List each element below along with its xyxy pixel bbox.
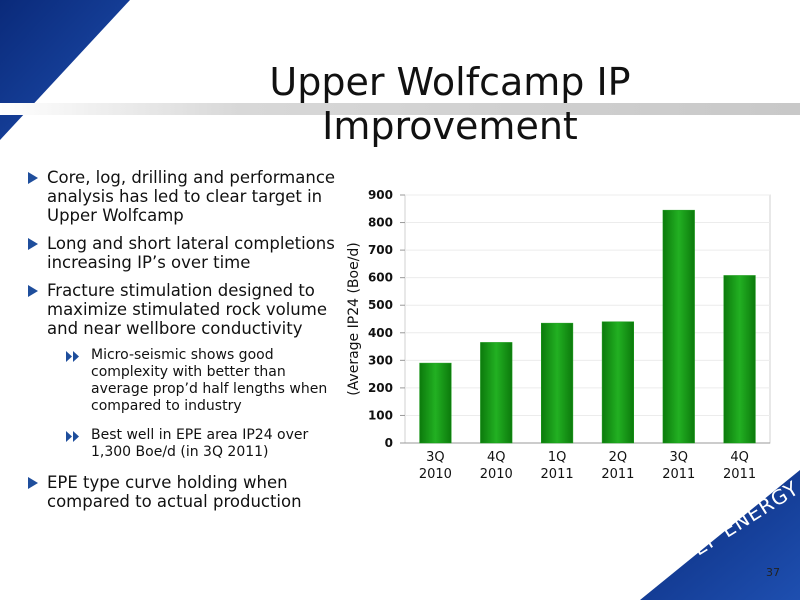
bar <box>723 275 756 444</box>
y-tick-label: 900 <box>368 188 393 202</box>
bullet-marker <box>28 477 38 489</box>
y-tick-label: 400 <box>368 326 393 340</box>
bullet-marker <box>28 285 38 297</box>
bullet-arrow <box>28 477 38 489</box>
page-number: 37 <box>766 566 780 579</box>
bar <box>601 321 634 444</box>
bullet-marker <box>28 238 38 250</box>
corner-decoration <box>0 0 130 140</box>
bar <box>419 362 452 444</box>
y-tick-label: 100 <box>368 408 393 422</box>
bullet-text: Core, log, drilling and performance anal… <box>47 168 336 225</box>
bar <box>662 209 695 444</box>
bullet-arrow <box>66 351 72 362</box>
y-tick-label: 0 <box>385 436 393 450</box>
bar <box>541 322 574 444</box>
x-tick-label: 1Q 2011 <box>540 450 574 482</box>
y-tick-label: 500 <box>368 298 393 312</box>
bullet-arrow <box>73 431 79 442</box>
x-tick-label: 3Q 2011 <box>662 450 696 482</box>
bullet-text: EPE type curve holding when compared to … <box>47 473 302 511</box>
plot-area <box>404 194 771 444</box>
bullet-arrow <box>66 431 72 442</box>
bullet-marker <box>66 351 79 362</box>
bullet-text: Best well in EPE area IP24 over 1,300 Bo… <box>91 427 309 460</box>
bullet-text: Micro-seismic shows good complexity with… <box>91 347 328 414</box>
x-tick-label: 2Q 2011 <box>601 450 635 482</box>
y-tick-label: 700 <box>368 243 393 257</box>
bullet-item: Best well in EPE area IP24 over 1,300 Bo… <box>26 427 338 461</box>
bullet-item: Core, log, drilling and performance anal… <box>26 168 338 225</box>
bullet-item: EPE type curve holding when compared to … <box>26 473 338 511</box>
title-rule <box>0 103 800 115</box>
y-axis-label: (Average IP24 (Boe/d) <box>346 242 362 396</box>
bullet-text: Fracture stimulation designed to maximiz… <box>47 281 327 338</box>
bullet-text: Long and short lateral completions incre… <box>47 234 335 272</box>
y-tick-label: 200 <box>368 381 393 395</box>
bullet-item: Long and short lateral completions incre… <box>26 234 338 272</box>
bullet-marker <box>28 172 38 184</box>
bullet-item: Micro-seismic shows good complexity with… <box>26 347 338 415</box>
y-tick-label: 600 <box>368 271 393 285</box>
x-tick-label: 3Q 2010 <box>418 450 452 482</box>
bullet-marker <box>66 431 79 442</box>
bar <box>480 342 513 444</box>
corner-decoration <box>640 470 800 600</box>
bullet-arrow <box>73 351 79 362</box>
x-tick-label: 4Q 2011 <box>723 450 757 482</box>
y-tick-label: 300 <box>368 353 393 367</box>
bullet-item: Fracture stimulation designed to maximiz… <box>26 281 338 338</box>
bullet-arrow <box>28 238 38 250</box>
slide-title: Upper Wolfcamp IP Improvement <box>269 60 631 148</box>
bullet-list: Core, log, drilling and performance anal… <box>26 168 338 520</box>
x-tick-label: 4Q 2010 <box>479 450 513 482</box>
chart: 0 100 200 300 400 500 600 700 800 900 (Average IP2… <box>346 188 770 450</box>
bullet-arrow <box>28 172 38 184</box>
bullet-arrow <box>28 285 38 297</box>
y-tick-label: 800 <box>368 216 393 230</box>
